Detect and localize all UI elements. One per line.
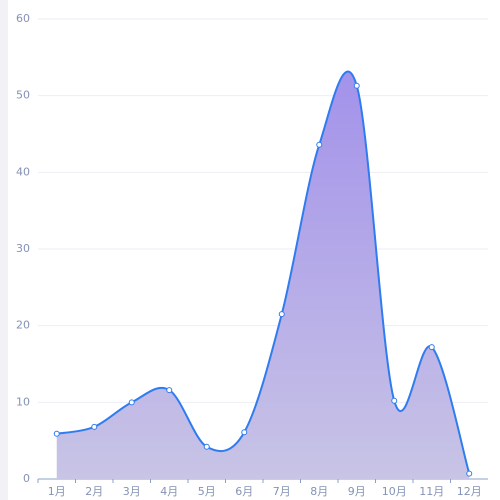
point bbox=[466, 470, 473, 477]
point bbox=[91, 423, 98, 430]
x-tick-label: 6月 bbox=[235, 485, 253, 498]
x-tick-label: 7月 bbox=[273, 485, 291, 498]
area bbox=[56, 71, 470, 479]
line bbox=[56, 70, 471, 474]
point bbox=[241, 429, 248, 436]
point bbox=[391, 397, 398, 404]
y-tick-label: 0 bbox=[23, 472, 30, 485]
point bbox=[166, 387, 173, 394]
side-strip bbox=[0, 0, 8, 500]
y-tick-label: 50 bbox=[16, 89, 30, 102]
x-tick-label: 2月 bbox=[85, 485, 103, 498]
y-tick-label: 60 bbox=[16, 12, 30, 25]
y-tick-label: 30 bbox=[16, 242, 30, 255]
point bbox=[316, 141, 323, 148]
x-tick-label: 5月 bbox=[198, 485, 216, 498]
x-tick-label: 9月 bbox=[348, 485, 366, 498]
point bbox=[278, 311, 285, 318]
x-tick-label: 12月 bbox=[457, 485, 482, 498]
x-tick-label: 4月 bbox=[160, 485, 178, 498]
y-tick-label: 20 bbox=[16, 319, 30, 332]
x-tick-label: 1月 bbox=[48, 485, 66, 498]
point bbox=[128, 399, 135, 406]
x-tick-label: 11月 bbox=[419, 485, 444, 498]
y-tick-label: 10 bbox=[16, 395, 30, 408]
point bbox=[53, 430, 60, 437]
point bbox=[353, 82, 360, 89]
point bbox=[428, 344, 435, 351]
x-tick-label: 8月 bbox=[310, 485, 328, 498]
x-tick-label: 10月 bbox=[382, 485, 407, 498]
y-tick-label: 40 bbox=[16, 165, 30, 178]
point bbox=[203, 443, 210, 450]
x-tick-label: 3月 bbox=[123, 485, 141, 498]
